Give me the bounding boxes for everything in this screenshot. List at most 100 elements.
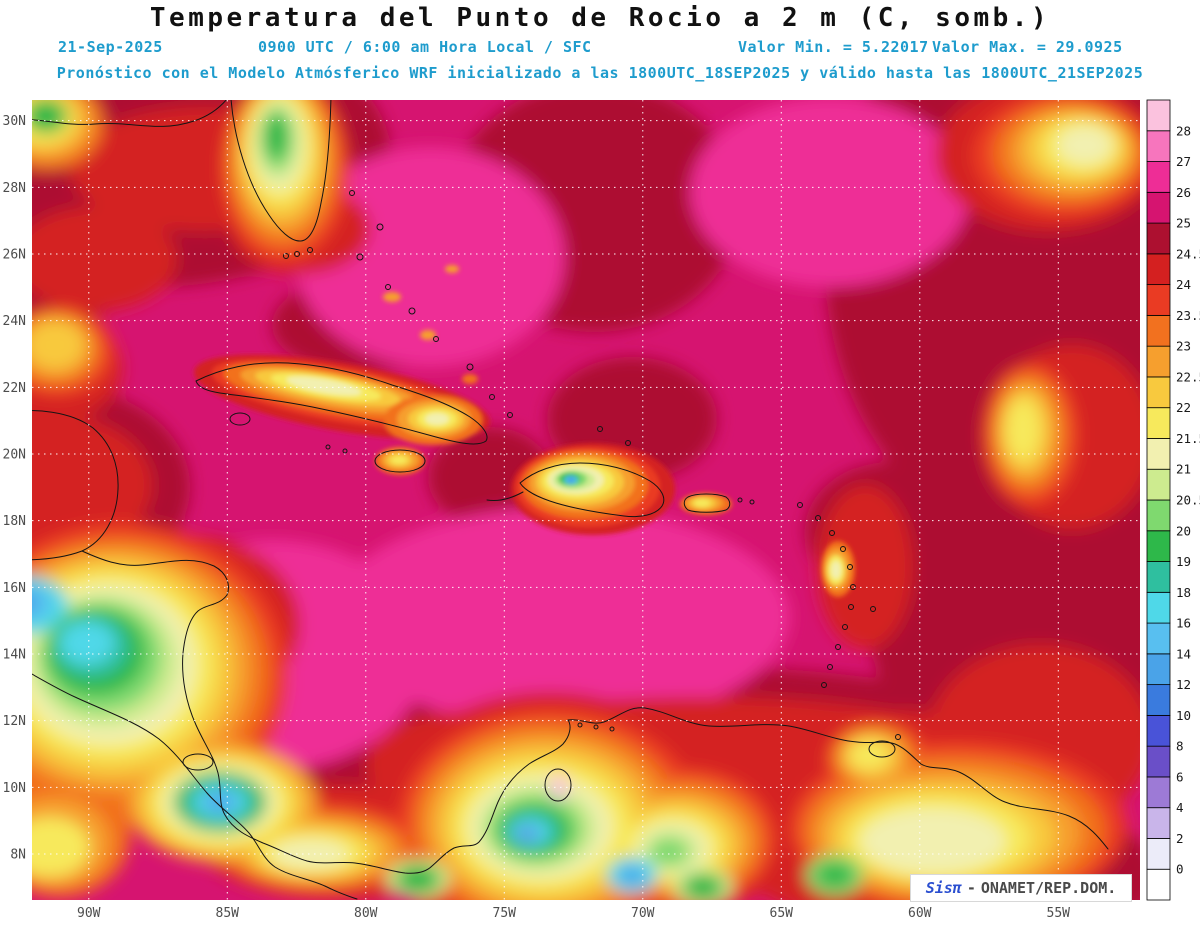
coast-gulf-florida	[32, 100, 332, 242]
colorbar-tick-label: 22.5	[1176, 369, 1200, 384]
axis-labels: 30N 28N 26N 24N 22N 20N 18N 16N 14N 12N 10N 8N 90W 85…	[3, 114, 1071, 921]
colorbar-tick-label: 18	[1176, 585, 1191, 600]
map-area	[32, 100, 1140, 900]
lat-tick-label: 10N	[3, 781, 26, 796]
colorbar-segment	[1146, 653, 1171, 686]
value-min-label: Valor Min. = 5.22017	[738, 38, 929, 56]
watermark: Sisπ - ONAMET/REP.DOM.	[910, 874, 1132, 902]
colorbar-tick-label: 20	[1176, 523, 1191, 538]
lat-tick-label: 30N	[3, 114, 26, 129]
colorbar-segment	[1146, 130, 1171, 162]
valid-date-label: 21-Sep-2025	[58, 38, 163, 56]
colorbar-tick-label: 10	[1176, 708, 1191, 723]
colorbar-segment	[1146, 530, 1171, 562]
colorbar-segment	[1146, 622, 1171, 655]
coast-puerto-rico	[683, 493, 731, 513]
lon-tick-label: 60W	[908, 906, 932, 921]
coast-pacific	[32, 673, 358, 900]
lat-tick-label: 16N	[3, 581, 26, 596]
colorbar-tick-label: 27	[1176, 154, 1191, 169]
colorbar-segment	[1146, 191, 1171, 224]
contour-blobs-ambient	[32, 100, 1140, 900]
colorbar-segment	[1146, 438, 1171, 470]
contour-blobs-islands	[194, 265, 855, 597]
colorbar-segment	[1146, 407, 1171, 439]
colorbar-tick-label: 23.5	[1176, 308, 1200, 323]
coast-yucatan	[32, 410, 119, 561]
lat-tick-label: 8N	[10, 848, 26, 863]
colorbar-tick-label: 28	[1176, 123, 1191, 138]
lake-maracaibo	[544, 768, 572, 802]
lat-tick-label: 14N	[3, 648, 26, 663]
island-dots	[325, 190, 901, 758]
coast-hispaniola	[519, 462, 665, 518]
lat-tick-label: 20N	[3, 448, 26, 463]
colorbar-segment	[1146, 253, 1171, 286]
lon-tick-label: 90W	[77, 906, 101, 921]
coastlines	[32, 100, 1109, 900]
colorbar-tick-label: 22	[1176, 400, 1191, 415]
lat-tick-label: 12N	[3, 714, 26, 729]
colorbar-segment	[1146, 161, 1171, 193]
lat-tick-label: 22N	[3, 381, 26, 396]
colorbar-tick-label: 14	[1176, 646, 1191, 661]
watermark-org: ONAMET/REP.DOM.	[980, 879, 1117, 897]
colorbar-segment	[1146, 591, 1171, 624]
colorbar-tick-label: 21	[1176, 462, 1191, 477]
colorbar-tick-label: 25	[1176, 216, 1191, 231]
colorbar-segment	[1146, 684, 1171, 716]
colorbar-segment	[1146, 314, 1171, 347]
colorbar-tick-label: 23	[1176, 339, 1191, 354]
colorbar-segment	[1146, 561, 1171, 593]
lon-tick-label: 80W	[354, 906, 378, 921]
lon-tick-label: 70W	[631, 906, 655, 921]
colorbar-tick-label: 24.5	[1176, 246, 1200, 261]
colorbar-segment	[1146, 714, 1171, 747]
coast-venezuela	[567, 707, 1109, 850]
lon-tick-label: 85W	[216, 906, 240, 921]
lon-tick-label: 65W	[770, 906, 794, 921]
colorbar-segment	[1146, 222, 1171, 255]
lat-tick-label: 24N	[3, 314, 26, 329]
gridlines	[32, 100, 1140, 900]
lat-tick-label: 26N	[3, 248, 26, 263]
lon-tick-label: 75W	[493, 906, 517, 921]
colorbar: 024681012141618192020.52121.52222.52323.…	[1146, 99, 1200, 901]
colorbar-segment	[1146, 776, 1171, 809]
colorbar-tick-label: 12	[1176, 677, 1191, 692]
coast-cuba	[195, 362, 488, 445]
colorbar-tick-label: 4	[1176, 800, 1184, 815]
model-info-label: Pronóstico con el Modelo Atmósferico WRF…	[56, 64, 1144, 82]
coast-central-america	[81, 550, 571, 874]
lat-tick-label: 18N	[3, 514, 26, 529]
colorbar-segment	[1146, 468, 1171, 501]
colorbar-tick-label: 20.5	[1176, 493, 1200, 508]
page-title: Temperatura del Punto de Rocio a 2 m (C,…	[149, 3, 1051, 33]
colorbar-segment	[1146, 838, 1171, 870]
colorbar-segment	[1146, 99, 1171, 132]
colorbar-tick-label: 19	[1176, 554, 1191, 569]
colorbar-tick-label: 26	[1176, 185, 1191, 200]
colorbar-segment	[1146, 807, 1171, 839]
colorbar-segment	[1146, 868, 1171, 901]
colorbar-segment	[1146, 284, 1171, 316]
colorbar-segment	[1146, 376, 1171, 409]
colorbar-segment	[1146, 745, 1171, 778]
colorbar-segment	[1146, 499, 1171, 532]
watermark-separator: -	[966, 879, 976, 897]
coast-jamaica	[374, 449, 426, 473]
colorbar-tick-label: 16	[1176, 616, 1191, 631]
value-max-label: Valor Max. = 29.0925	[932, 38, 1123, 56]
colorbar-tick-label: 6	[1176, 769, 1184, 784]
colorbar-tick-label: 0	[1176, 862, 1184, 877]
lat-tick-label: 28N	[3, 181, 26, 196]
colorbar-segment	[1146, 345, 1171, 378]
colorbar-tick-label: 8	[1176, 739, 1184, 754]
colorbar-tick-label: 21.5	[1176, 431, 1200, 446]
watermark-brand: Sisπ	[925, 879, 962, 897]
valid-time-label: 0900 UTC / 6:00 am Hora Local / SFC	[258, 38, 592, 56]
colorbar-tick-label: 24	[1176, 277, 1191, 292]
colorbar-tick-label: 2	[1176, 831, 1184, 846]
lon-tick-label: 55W	[1047, 906, 1071, 921]
